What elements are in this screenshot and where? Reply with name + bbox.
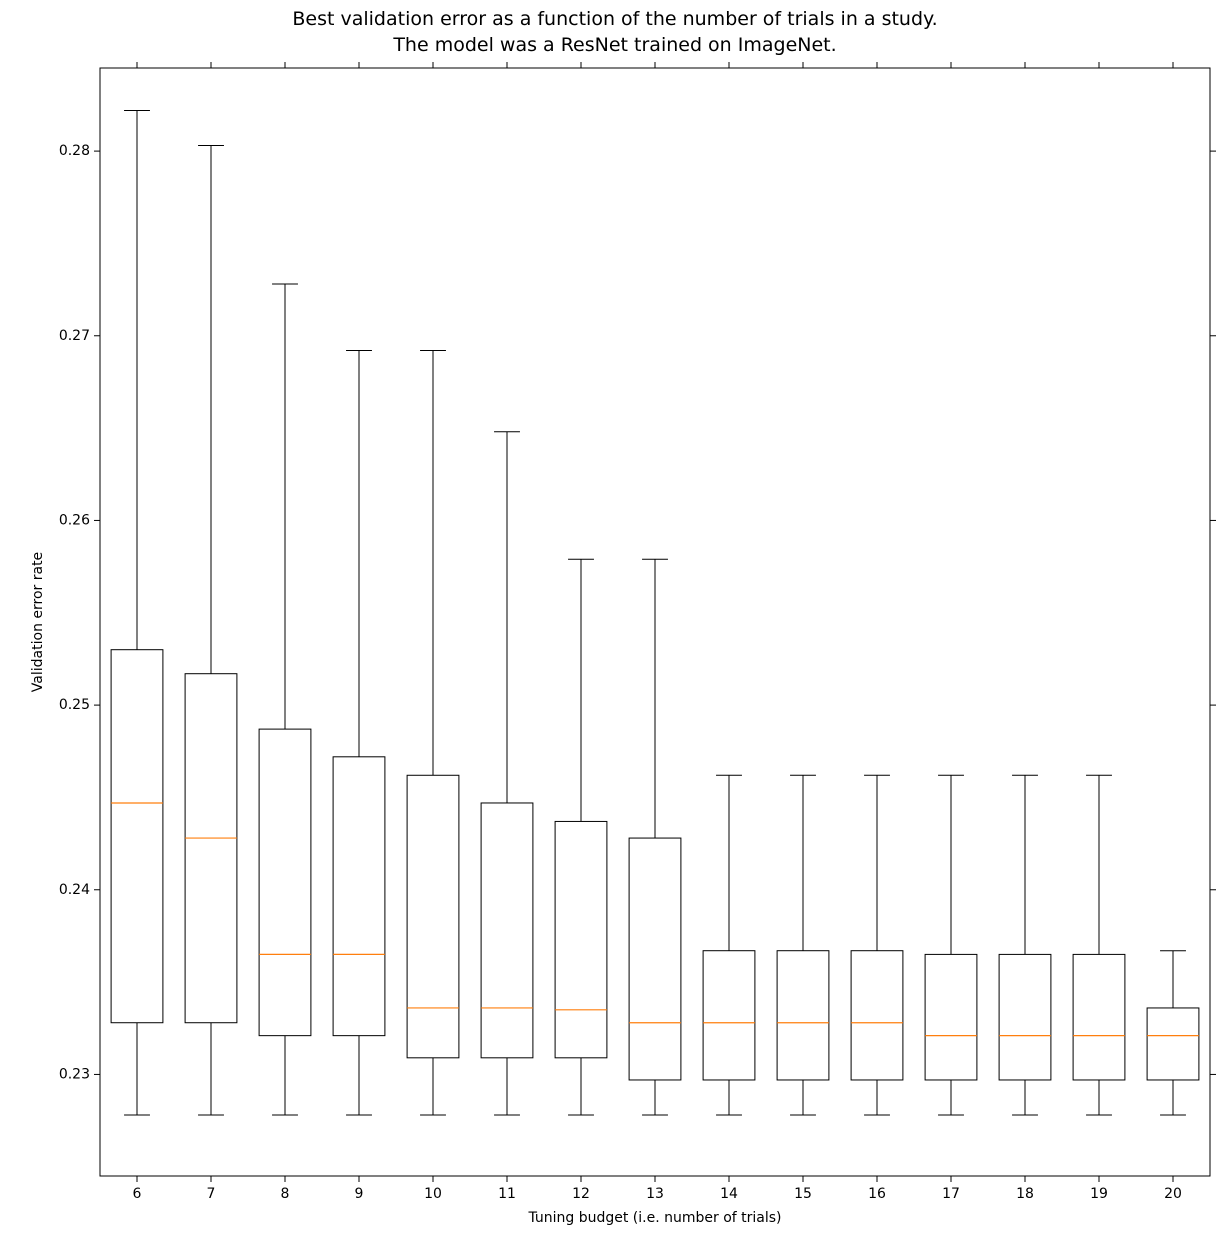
box	[333, 757, 385, 1036]
x-tick-label: 13	[646, 1186, 664, 1202]
x-tick-label: 20	[1164, 1186, 1182, 1202]
y-axis-label: Validation error rate	[30, 552, 46, 692]
box	[999, 954, 1051, 1080]
y-tick-label: 0.24	[59, 882, 90, 898]
x-tick-label: 10	[424, 1186, 442, 1202]
box	[259, 729, 311, 1036]
box	[629, 838, 681, 1080]
box	[555, 821, 607, 1057]
box	[925, 954, 977, 1080]
y-tick-label: 0.23	[59, 1066, 90, 1082]
x-tick-label: 15	[794, 1186, 812, 1202]
box	[851, 951, 903, 1080]
box	[185, 674, 237, 1023]
box	[481, 803, 533, 1058]
chart-title-line1: Best validation error as a function of t…	[0, 8, 1230, 30]
box	[407, 775, 459, 1058]
chart-title-line2: The model was a ResNet trained on ImageN…	[0, 34, 1230, 56]
box	[1073, 954, 1125, 1080]
x-tick-label: 6	[133, 1186, 142, 1202]
box	[111, 650, 163, 1023]
box	[1147, 1008, 1199, 1080]
box	[703, 951, 755, 1080]
chart-container: Best validation error as a function of t…	[0, 0, 1230, 1234]
x-axis-label: Tuning budget (i.e. number of trials)	[527, 1210, 781, 1226]
x-tick-label: 18	[1016, 1186, 1034, 1202]
x-tick-label: 17	[942, 1186, 960, 1202]
box	[777, 951, 829, 1080]
x-tick-label: 7	[207, 1186, 216, 1202]
y-tick-label: 0.26	[59, 512, 90, 528]
x-tick-label: 19	[1090, 1186, 1108, 1202]
x-tick-label: 16	[868, 1186, 886, 1202]
y-tick-label: 0.28	[59, 143, 90, 159]
y-tick-label: 0.25	[59, 697, 90, 713]
y-tick-label: 0.27	[59, 328, 90, 344]
x-tick-label: 8	[281, 1186, 290, 1202]
chart-svg: 0.23 0.24 0.25 0.26 0.27 0.28 Validation error…	[0, 0, 1230, 1234]
x-tick-label: 12	[572, 1186, 590, 1202]
x-tick-label: 11	[498, 1186, 516, 1202]
x-tick-label: 9	[355, 1186, 364, 1202]
x-tick-label: 14	[720, 1186, 738, 1202]
